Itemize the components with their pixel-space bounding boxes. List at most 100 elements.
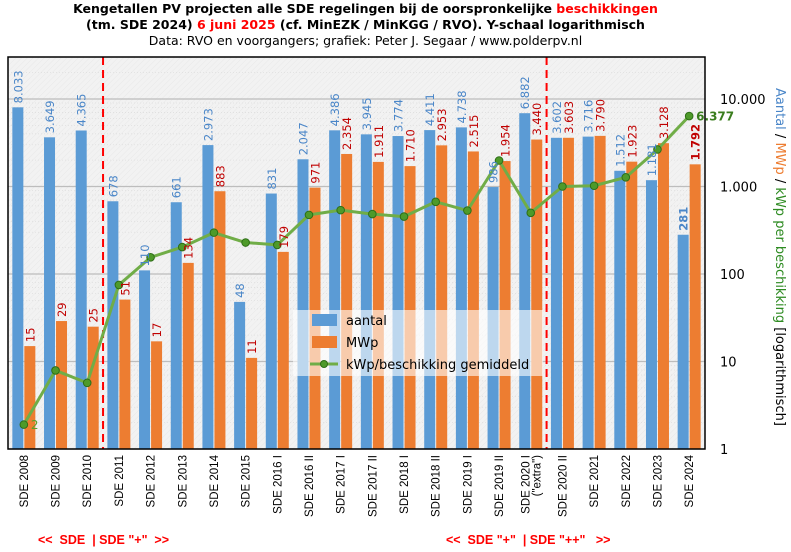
bar-mwp — [594, 135, 606, 449]
bar-mwp — [87, 326, 99, 449]
data-label-aantal: 661 — [170, 176, 184, 198]
x-tick-label: SDE 2011 — [114, 455, 126, 507]
data-label-aantal: 110 — [138, 244, 152, 266]
data-label-aantal: 1.512 — [613, 134, 627, 167]
data-label-aantal: 1.181 — [645, 143, 659, 176]
line-marker — [177, 242, 187, 252]
x-tick-label: SDE 2018 I — [399, 455, 411, 514]
x-tick-label: SDE 2024 — [684, 454, 696, 507]
data-label-aantal: 2.047 — [296, 122, 310, 155]
data-label-aantal: 8.033 — [11, 70, 25, 103]
bar-mwp — [182, 262, 194, 449]
data-label-mwp: 1.710 — [404, 129, 418, 162]
line-marker — [653, 145, 662, 154]
y-axis-title-part: [logarithmisch] — [772, 323, 787, 426]
bar-aantal — [360, 134, 372, 449]
bar-aantal — [202, 145, 214, 449]
bar-aantal — [614, 170, 626, 449]
bar-mwp — [436, 145, 448, 450]
x-tick-label: SDE 2017 II — [367, 455, 379, 517]
data-label-mwp: 2.515 — [467, 115, 481, 148]
bar-aantal — [392, 136, 404, 449]
bar-mwp — [372, 161, 384, 449]
line-marker — [589, 181, 599, 191]
data-label-mwp: 1.792 — [689, 124, 703, 160]
data-label-mwp: 2.354 — [340, 117, 354, 150]
data-label-mwp: 11 — [245, 339, 259, 354]
title-text: (tm. SDE 2024) — [86, 17, 197, 32]
legend-label: kWp/beschikking gemiddeld — [346, 358, 529, 373]
line-marker — [558, 182, 567, 191]
x-tick-label: SDE 2008 — [19, 455, 31, 507]
y-axis-title-part: Aantal — [772, 88, 787, 130]
plot-frame — [7, 56, 706, 450]
data-label-aantal: 4.738 — [455, 90, 469, 123]
bar-mwp — [531, 139, 543, 449]
bar-aantal — [424, 130, 436, 449]
data-label-mwp: 1.923 — [625, 125, 639, 158]
bar-mwp — [404, 166, 416, 449]
bar-aantal — [44, 137, 56, 449]
data-label-aantal: 6.882 — [518, 76, 532, 109]
y-axis-label: Aantal / MWp / kWp per beschikking [loga… — [772, 88, 787, 426]
bar-aantal — [550, 137, 562, 449]
line-marker — [463, 206, 472, 215]
legend-swatch-marker — [320, 360, 328, 368]
bar-mwp — [562, 137, 574, 449]
line-marker — [209, 228, 219, 237]
y-tick-label: 1.000 — [720, 181, 757, 196]
y-tick-label: 10 — [720, 356, 737, 371]
line-marker — [621, 173, 631, 182]
note-sde-right: << SDE "+" | SDE "++" >> — [446, 533, 611, 547]
data-label-aantal: 4.365 — [75, 94, 89, 127]
y-tick-label: 100 — [720, 268, 745, 283]
y-axis-title-part: MWp — [772, 142, 787, 174]
x-tick-label: SDE 2010 — [82, 455, 94, 507]
x-tick-label: ("extra") — [531, 455, 543, 497]
bar-aantal — [139, 270, 151, 449]
x-tick-label: SDE 2015 — [241, 455, 253, 507]
data-label-aantal: 2.973 — [201, 108, 215, 141]
data-label-aantal: 4.411 — [423, 93, 437, 126]
line-marker — [114, 280, 124, 290]
bar-aantal — [519, 113, 531, 450]
data-label-mwp: 2.953 — [435, 108, 449, 141]
x-tick-label: SDE 2019 I — [462, 455, 474, 514]
title-highlight: beschikkingen — [556, 1, 658, 16]
bar-aantal — [107, 201, 119, 449]
data-label-mwp: 25 — [87, 308, 101, 323]
legend-swatch-aantal — [312, 314, 337, 326]
line-series — [19, 111, 694, 429]
x-axis-ticks: SDE 2008 SDE 2009 SDE 2010 SDE 2011 SDE 2012… — [19, 454, 696, 517]
data-label-mwp: 3.440 — [530, 103, 544, 136]
line-kwp-per-beschikking — [22, 115, 691, 426]
data-label-mwp: 3.603 — [562, 101, 576, 134]
data-label-aantal: 3.774 — [392, 99, 406, 132]
bar-mwp — [467, 151, 479, 449]
bar-mwp — [689, 164, 701, 449]
data-label-mwp: 3.790 — [594, 99, 608, 132]
title-text: Kengetallen PV projecten alle SDE regeli… — [73, 1, 557, 16]
bar-aantal — [265, 193, 277, 449]
bar-mwp — [341, 153, 353, 450]
data-label-aantal: 4.386 — [328, 93, 342, 126]
x-tick-label: SDE 2017 I — [336, 455, 348, 514]
line-marker — [241, 238, 250, 247]
bar-mwp — [151, 341, 163, 449]
x-tick-label: SDE 2020 II — [557, 455, 569, 517]
y-axis-title: Aantal / MWp / kWp per beschikking [loga… — [772, 88, 787, 426]
line-marker — [684, 111, 694, 121]
bar-mwp — [246, 357, 258, 449]
legend-swatch-mwp — [312, 336, 337, 348]
line-marker — [19, 420, 29, 429]
chart-subtitle: Data: RVO en voorgangers; grafiek: Peter… — [148, 33, 583, 48]
line-marker — [368, 209, 377, 219]
title-date: 6 juni 2025 — [196, 17, 276, 32]
line-marker — [526, 208, 536, 218]
legend-label: MWp — [346, 336, 378, 351]
data-labels: 8.033 15 3.649 29 4.365 25 678 51 110 17 661 134 2.9… — [11, 70, 734, 432]
x-tick-label: SDE 2020 I — [520, 455, 532, 514]
x-tick-label: SDE 2016 II — [304, 455, 316, 517]
data-label-mwp: 1.911 — [372, 125, 386, 158]
line-marker — [336, 205, 345, 215]
